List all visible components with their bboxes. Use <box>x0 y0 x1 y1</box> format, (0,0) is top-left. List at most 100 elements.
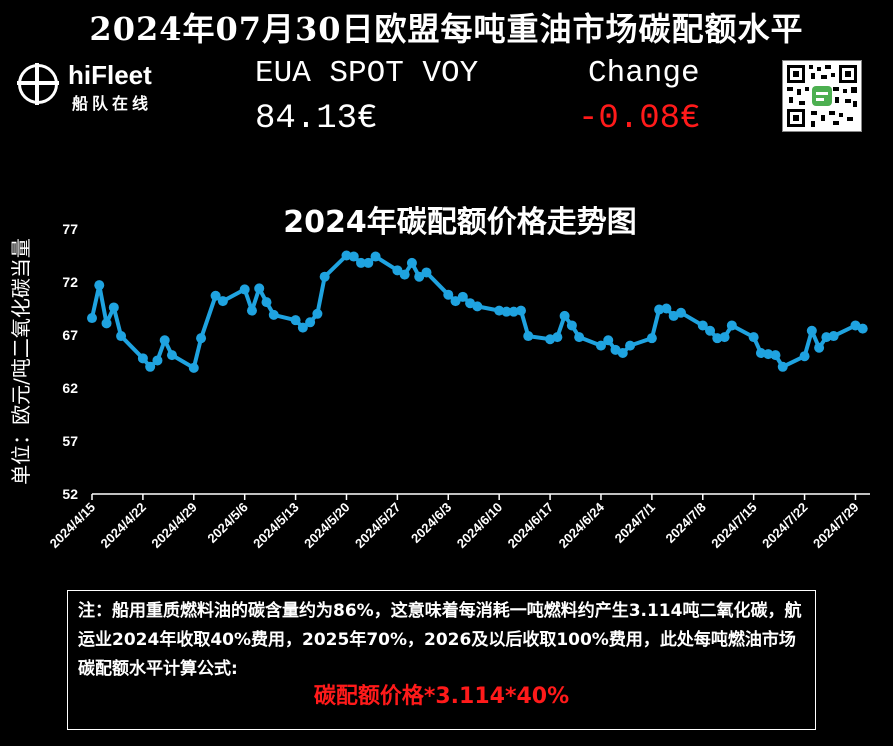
x-tick-label: 2024/6/17 <box>505 500 557 552</box>
x-tick-label: 2024/6/24 <box>556 499 608 551</box>
data-point <box>196 333 207 344</box>
data-point <box>370 251 381 262</box>
data-point <box>363 257 374 268</box>
data-point <box>748 332 759 343</box>
data-point <box>814 342 825 353</box>
x-tick-label: 2024/5/27 <box>352 500 404 552</box>
data-point <box>254 283 265 294</box>
data-point <box>87 313 97 324</box>
price-trend-chart: 2024年碳配额价格走势图单位：欧元/吨二氧化碳当量 52 57 62 67 72 77 20… <box>0 182 893 587</box>
data-point <box>239 284 250 295</box>
data-point <box>268 309 279 320</box>
x-tick-label: 2024/4/29 <box>148 500 200 552</box>
logo-subtitle: 船队在线 <box>72 94 153 113</box>
x-tick-label: 2024/6/10 <box>454 500 506 552</box>
data-point <box>312 308 323 319</box>
y-tick-label: 57 <box>62 433 78 449</box>
data-point <box>625 340 636 351</box>
data-point <box>261 297 272 308</box>
data-point <box>552 332 563 343</box>
x-tick-label: 2024/7/29 <box>810 500 862 552</box>
data-point <box>726 320 737 331</box>
logo-brand: hiFleet <box>68 60 152 90</box>
data-point <box>297 322 308 333</box>
data-point <box>188 362 199 373</box>
data-point <box>661 303 672 314</box>
data-point <box>421 267 432 278</box>
y-tick-label: 72 <box>62 274 78 290</box>
data-point <box>348 251 359 262</box>
data-point <box>290 315 301 326</box>
x-tick-label: 2024/7/22 <box>759 500 811 552</box>
y-tick-label: 67 <box>62 327 78 343</box>
x-tick-label: 2024/7/15 <box>708 500 760 552</box>
eua-label: EUA SPOT VOY <box>255 56 479 91</box>
data-point <box>675 307 686 318</box>
data-point <box>319 271 330 282</box>
data-point <box>501 306 512 317</box>
data-point <box>246 305 257 316</box>
data-point <box>210 290 221 301</box>
data-point <box>559 310 570 321</box>
x-tick-label: 2024/7/8 <box>662 500 708 546</box>
data-point <box>152 355 163 366</box>
x-tick-label: 2024/5/20 <box>301 500 353 552</box>
data-point <box>857 323 868 334</box>
hifleet-logo: hiFleet 船队在线 <box>17 60 168 113</box>
data-point <box>566 320 577 331</box>
data-point <box>646 333 657 344</box>
change-label: Change <box>588 56 700 91</box>
x-tick-label: 2024/5/13 <box>250 500 302 552</box>
series-line <box>90 253 864 370</box>
data-point <box>406 257 417 268</box>
change-value: -0.08€ <box>578 100 701 138</box>
x-tick-label: 2024/4/22 <box>98 500 150 552</box>
data-point <box>217 296 228 307</box>
y-tick-label: 77 <box>62 221 78 237</box>
y-axis-label: 单位：欧元/吨二氧化碳当量 <box>9 238 33 485</box>
data-point <box>443 289 454 300</box>
data-point <box>574 332 585 343</box>
data-point <box>137 353 148 364</box>
data-point <box>617 348 628 359</box>
chart-title: 2024年碳配额价格走势图 <box>283 205 637 240</box>
data-point <box>116 331 127 342</box>
eua-price-value: 84.13€ <box>255 100 378 138</box>
data-point <box>523 331 534 342</box>
data-point <box>145 361 156 372</box>
data-point <box>392 265 403 276</box>
x-tick-label: 2024/7/1 <box>612 500 658 546</box>
data-point <box>777 361 788 372</box>
data-point <box>595 340 606 351</box>
data-point <box>770 350 781 361</box>
y-tick-label: 62 <box>62 380 78 396</box>
note-box: 注：船用重质燃料油的碳含量约为86%，这意味着每消耗一吨燃料约产生3.114吨二… <box>67 590 816 730</box>
data-point <box>101 318 112 329</box>
data-point <box>159 335 170 346</box>
data-point <box>166 350 177 361</box>
data-point <box>414 271 425 282</box>
data-point <box>828 331 839 342</box>
data-point <box>305 317 316 328</box>
data-point <box>94 280 105 291</box>
x-tick-label: 2024/6/3 <box>408 500 454 546</box>
y-tick-label: 52 <box>62 486 78 502</box>
data-point <box>697 320 708 331</box>
data-point <box>472 301 483 312</box>
data-point <box>108 302 119 313</box>
data-point <box>806 325 817 336</box>
x-tick-label: 2024/5/6 <box>204 500 250 546</box>
globe-icon <box>17 63 59 105</box>
data-point <box>799 351 810 362</box>
data-point <box>603 335 614 346</box>
x-tick-label: 2024/4/15 <box>47 500 99 552</box>
data-point <box>450 296 461 307</box>
data-point <box>399 269 410 280</box>
data-point <box>515 305 526 316</box>
qr-code-icon[interactable] <box>782 60 862 132</box>
data-point <box>457 291 468 302</box>
data-point <box>356 257 367 268</box>
note-text: 注：船用重质燃料油的碳含量约为86%，这意味着每消耗一吨燃料约产生3.114吨二… <box>78 601 802 679</box>
data-point <box>705 325 716 336</box>
